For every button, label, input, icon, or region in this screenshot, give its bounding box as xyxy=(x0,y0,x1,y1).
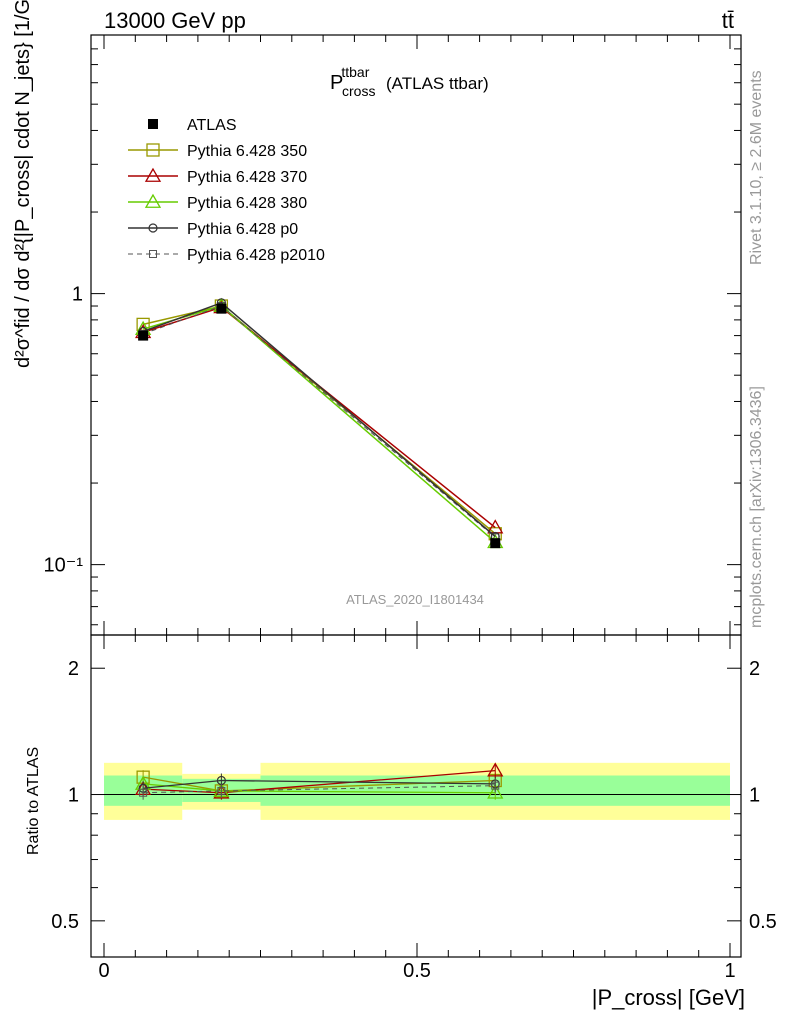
main-series-line xyxy=(142,305,496,535)
main-series-line xyxy=(142,306,496,529)
process-label: tt̄ xyxy=(722,8,734,33)
legend-label: Pythia 6.428 p0 xyxy=(187,221,298,238)
main-series-point xyxy=(490,538,501,549)
rivet-label: Rivet 3.1.10, ≥ 2.6M events xyxy=(748,70,765,265)
ratio-series-point xyxy=(217,786,226,795)
energy-label: 13000 GeV pp xyxy=(104,8,246,33)
x-axis-label: |P_cross| [GeV] xyxy=(592,985,745,1010)
legend-marker xyxy=(148,223,158,233)
legend-label: Pythia 6.428 350 xyxy=(187,143,307,160)
main-y-axis-label: d²σ^fid / dσ d²{|P_cross| cdot N_jets} [… xyxy=(12,0,34,368)
ratio-series-point xyxy=(491,781,500,790)
legend-label: Pythia 6.428 380 xyxy=(187,195,307,212)
plot-title-main: P xyxy=(330,72,343,94)
ratio-x-tick-label: 0.5 xyxy=(403,960,431,982)
legend-label: Pythia 6.428 370 xyxy=(187,169,307,186)
ratio-series-point xyxy=(139,788,148,797)
ratio-y-tick-label: 2 xyxy=(68,658,79,680)
legend-label: Pythia 6.428 p2010 xyxy=(187,247,325,264)
legend: ATLAS Pythia 6.428 350 Pythia 6.428 370 Pyt… xyxy=(128,117,325,264)
main-series-line xyxy=(142,301,496,538)
legend-label: ATLAS xyxy=(187,117,237,134)
plot-title-suffix: (ATLAS ttbar) xyxy=(386,74,489,93)
ratio-series-point xyxy=(487,762,504,777)
main-series-point xyxy=(216,303,227,314)
legend-marker xyxy=(146,143,160,157)
ratio-series-point xyxy=(487,784,504,799)
main-y-tick-label: 10⁻¹ xyxy=(44,555,84,577)
ratio-y-tick-label-right: 1 xyxy=(749,785,760,807)
main-series-line xyxy=(142,305,496,538)
ratio-frame xyxy=(90,634,742,958)
plot-title-sub: cross xyxy=(342,83,375,99)
ratio-y-tick-label-right: 0.5 xyxy=(749,911,777,933)
ratio-x-tick-label: 0 xyxy=(98,960,109,982)
legend-marker xyxy=(148,119,158,129)
ratio-y-tick-label: 1 xyxy=(68,785,79,807)
ratio-y-tick-label-right: 2 xyxy=(749,658,760,680)
legend-marker xyxy=(144,193,162,208)
analysis-watermark: ATLAS_2020_I1801434 xyxy=(346,592,484,607)
main-series-point xyxy=(138,330,149,341)
ratio-x-tick-label: 1 xyxy=(724,960,735,982)
ratio-plot: 0.5 0.5 1 1 2 2 0 0.5 1 xyxy=(51,634,777,982)
ratio-y-tick-label: 0.5 xyxy=(51,911,79,933)
plot-title-sup: ttbar xyxy=(341,64,369,80)
plot-title: Pttbar xyxy=(330,64,370,94)
main-y-tick-label: 1 xyxy=(72,284,83,306)
legend-marker xyxy=(144,167,162,182)
ratio-y-axis-label: Ratio to ATLAS xyxy=(25,747,42,855)
main-series-line xyxy=(142,305,496,543)
legend-marker xyxy=(149,250,157,258)
mcplots-label: mcplots.cern.ch [arXiv:1306.3436] xyxy=(748,386,765,628)
